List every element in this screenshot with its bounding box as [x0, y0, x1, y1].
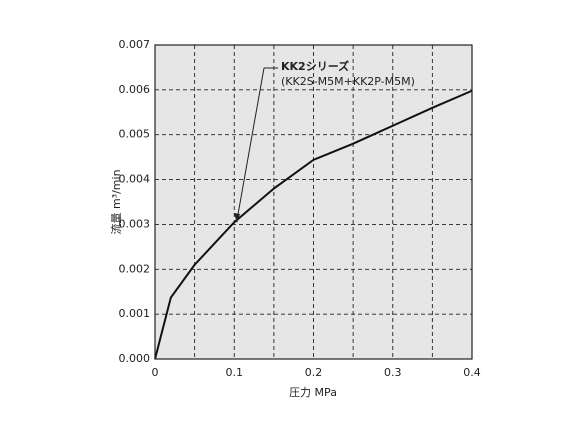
y-tick-label: 0.007	[119, 38, 151, 51]
y-tick-label: 0.000	[119, 352, 151, 365]
y-tick-label: 0.006	[119, 83, 151, 96]
data-line	[154, 89, 473, 360]
x-tick-label: 0	[152, 366, 159, 379]
plot-frame	[154, 44, 473, 360]
annotation: KK2シリーズ	[281, 59, 349, 73]
y-axis-label: 流量 m³/min	[109, 169, 123, 234]
y-tick-label: 0.004	[119, 173, 151, 186]
x-axis-label: 圧力 MPa	[289, 386, 337, 399]
x-tick-label: 0.1	[226, 366, 244, 379]
y-tick-label: 0.003	[119, 217, 151, 230]
x-tick-label: 0.2	[305, 366, 323, 379]
arrow-head	[234, 213, 240, 223]
x-tick-label: 0.4	[463, 366, 481, 379]
annotation: (KK2S-M5M+KK2P-M5M)	[281, 75, 415, 88]
x-tick-label: 0.3	[384, 366, 402, 379]
y-tick-label: 0.005	[119, 128, 151, 141]
y-tick-label: 0.001	[119, 307, 151, 320]
annotation-arrow	[236, 67, 265, 221]
y-tick-label: 0.002	[119, 262, 151, 275]
